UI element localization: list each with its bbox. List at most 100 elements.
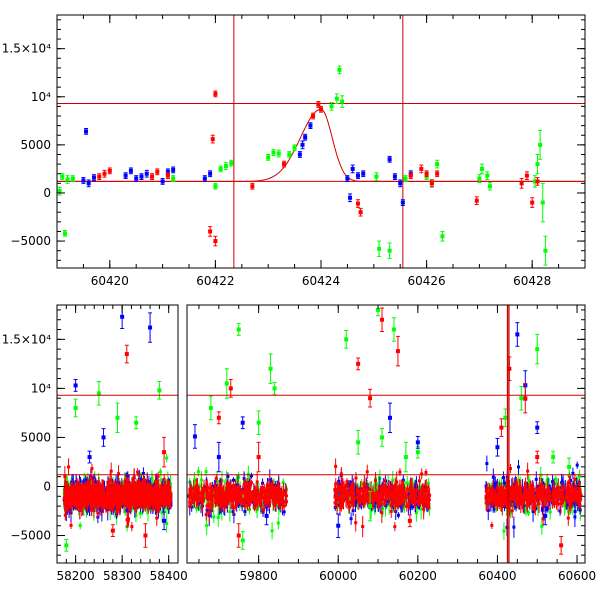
top-point-green-32: [535, 153, 540, 175]
data-marker: [345, 176, 350, 181]
dense-marker: [414, 511, 418, 515]
data-marker: [535, 162, 540, 167]
dense-marker: [78, 524, 82, 528]
dense-marker: [92, 509, 96, 513]
dense-marker: [426, 481, 430, 485]
dense-marker: [160, 511, 164, 515]
top-point-blue-16: [303, 133, 308, 141]
top-point-blue-18: [345, 175, 350, 182]
dense-marker: [82, 480, 86, 484]
top-point-green-13: [287, 151, 292, 158]
top-panel: 60420 60422 60424 60426 60428 −5000 0 5000 10⁴ 1.…: [2, 14, 586, 288]
top-point-blue-13: [208, 170, 213, 178]
top-x-tick-label: 60428: [513, 274, 551, 288]
dense-marker: [554, 477, 558, 481]
dense-marker: [354, 493, 358, 497]
dense-marker: [199, 478, 203, 482]
data-marker: [319, 107, 323, 112]
top-point-green-20: [377, 240, 382, 257]
top-y-tick-label: 1.5×10⁴: [2, 42, 51, 56]
dense-marker: [419, 507, 423, 511]
dense-marker: [117, 472, 121, 476]
dense-marker: [409, 500, 413, 504]
dense-marker: [391, 478, 395, 482]
dense-marker: [569, 479, 573, 483]
top-point-green-0: [60, 173, 65, 180]
dense-marker: [231, 478, 235, 482]
data-marker: [387, 157, 392, 162]
data-marker: [348, 195, 353, 200]
data-marker: [160, 179, 165, 184]
bottom-panel: 58200 58300 58400 59800 60000 60200 60400 60600…: [2, 304, 596, 583]
data-marker: [144, 171, 149, 176]
dense-marker: [563, 504, 567, 508]
dense-marker: [135, 480, 139, 484]
data-marker: [81, 178, 86, 183]
data-marker: [400, 200, 405, 205]
top-point-red-18: [419, 164, 424, 174]
dense-marker: [235, 481, 239, 485]
top-point-blue-15: [300, 140, 305, 150]
dense-marker: [353, 484, 357, 488]
dense-marker: [276, 521, 280, 525]
top-point-blue-7: [139, 173, 144, 180]
data-marker: [337, 67, 342, 72]
top-point-blue-5: [128, 167, 133, 175]
dense-marker: [87, 508, 91, 512]
dense-marker: [540, 524, 544, 528]
top-y-tick-label: 5000: [20, 138, 51, 152]
dense-marker: [337, 480, 341, 484]
top-point-blue-3: [91, 174, 96, 181]
dense-marker: [558, 485, 562, 489]
top-point-red-15: [355, 199, 360, 208]
data-marker: [57, 189, 62, 194]
top-point-green-23: [435, 159, 440, 169]
top-x-tick-label: 60420: [91, 274, 129, 288]
data-marker: [155, 169, 160, 174]
top-series-blue: [81, 122, 413, 206]
dense-marker: [107, 481, 111, 485]
top-point-red-8: [208, 226, 213, 237]
dense-marker: [225, 478, 229, 482]
dense-marker: [97, 481, 101, 485]
data-marker: [229, 161, 234, 166]
data-marker: [361, 171, 366, 176]
data-marker: [287, 152, 292, 157]
data-marker: [297, 152, 302, 157]
dense-marker: [196, 470, 200, 474]
dense-marker: [158, 470, 162, 474]
data-marker: [485, 173, 490, 178]
dense-marker: [512, 525, 516, 529]
dense-marker: [558, 509, 562, 513]
data-marker: [266, 155, 271, 160]
top-point-green-28: [480, 163, 485, 175]
top-point-red-17: [408, 172, 413, 180]
data-marker: [543, 248, 548, 253]
dense-marker: [573, 510, 577, 514]
dense-marker: [249, 474, 253, 478]
dense-marker: [548, 510, 552, 514]
dense-marker: [574, 502, 578, 506]
data-marker: [213, 184, 218, 189]
dense-marker: [195, 506, 199, 510]
dense-marker: [555, 482, 559, 486]
dense-marker: [388, 498, 392, 502]
dense-marker: [138, 511, 142, 515]
data-marker: [424, 171, 429, 176]
dense-marker: [526, 511, 530, 515]
dense-marker: [578, 508, 582, 512]
top-point-red-14: [319, 105, 323, 113]
dense-marker: [98, 505, 102, 509]
data-marker: [139, 174, 144, 179]
dense-marker: [407, 492, 411, 496]
dense-marker: [369, 500, 373, 504]
dense-marker: [360, 483, 364, 487]
top-point-green-3: [62, 229, 67, 237]
top-point-red-21: [435, 170, 440, 178]
dense-marker: [516, 478, 520, 482]
dense-marker: [566, 506, 570, 510]
top-point-red-23: [519, 178, 524, 189]
top-point-red-11: [282, 160, 287, 168]
top-point-red-5: [165, 172, 170, 180]
top-point-red-12: [311, 112, 316, 120]
